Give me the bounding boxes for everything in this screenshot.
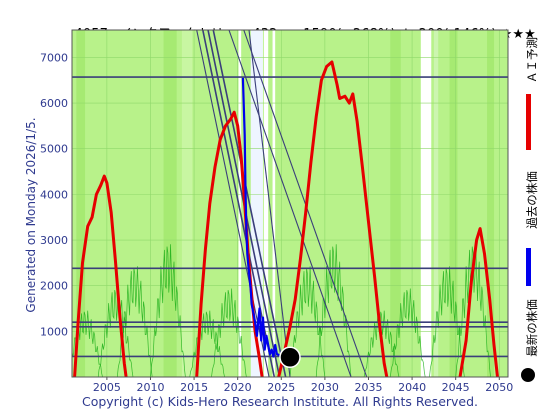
background-wave bbox=[97, 288, 134, 377]
y-tick-label: 4000 bbox=[40, 188, 68, 201]
plot-frame bbox=[71, 29, 509, 378]
legend: ＡＩ予測 過去の株価 最新の株価 bbox=[515, 28, 545, 388]
legend-past-swatch bbox=[526, 248, 531, 286]
background-wave bbox=[211, 288, 247, 377]
y-tick-label: 2000 bbox=[40, 280, 68, 293]
background-stripe bbox=[238, 30, 242, 377]
background-stripe bbox=[433, 30, 439, 377]
latest-price-dot bbox=[279, 346, 301, 369]
background-stripe bbox=[487, 30, 495, 377]
x-tick-label: 2050 bbox=[485, 381, 513, 394]
x-tick-label: 2025 bbox=[267, 381, 295, 394]
y-tick-label: 1000 bbox=[40, 325, 68, 338]
legend-latest-price: 最新の株価 bbox=[515, 288, 545, 388]
ai-forecast-line bbox=[458, 227, 499, 377]
background-wave bbox=[389, 288, 426, 377]
background-wave bbox=[189, 310, 225, 377]
background-stripe bbox=[272, 30, 276, 377]
x-tick-label: 2010 bbox=[136, 381, 164, 394]
background-stripe bbox=[449, 30, 458, 377]
background-stripe bbox=[76, 30, 86, 377]
x-tick-label: 2020 bbox=[224, 381, 252, 394]
x-tick-label: 2015 bbox=[180, 381, 208, 394]
background-stripe bbox=[163, 30, 177, 377]
rating-stars: ★★★ bbox=[500, 27, 536, 42]
legend-past-price: 過去の株価 bbox=[515, 158, 545, 288]
legend-latest-dot bbox=[521, 368, 535, 382]
legend-past-label: 過去の株価 bbox=[525, 171, 539, 229]
copyright-notice: Copyright (c) Kids-Hero Research Institu… bbox=[81, 394, 479, 409]
trend-line bbox=[212, 30, 287, 377]
legend-ai-forecast: ＡＩ予測 bbox=[515, 28, 545, 158]
legend-ai-swatch bbox=[526, 94, 531, 150]
background-stripe bbox=[390, 30, 401, 377]
y-tick-label: 5000 bbox=[40, 143, 68, 156]
y-tick-label: 6000 bbox=[40, 97, 68, 110]
background-wave bbox=[429, 266, 465, 377]
trend-line bbox=[248, 30, 291, 377]
x-tick-label: 2005 bbox=[93, 381, 121, 394]
x-tick-label: 2030 bbox=[311, 381, 339, 394]
background-stripe bbox=[420, 30, 432, 377]
background-wave bbox=[363, 310, 400, 377]
past-price-line bbox=[241, 77, 280, 358]
trend-line bbox=[228, 30, 352, 377]
x-tick-label: 2035 bbox=[354, 381, 382, 394]
legend-latest-label: 最新の株価 bbox=[525, 299, 539, 357]
background-stripe bbox=[263, 30, 269, 377]
trend-line bbox=[196, 30, 270, 377]
x-tick-label: 2040 bbox=[398, 381, 426, 394]
background-stripe bbox=[181, 30, 193, 377]
ai-forecast-line bbox=[73, 174, 128, 377]
background-wave bbox=[72, 310, 103, 377]
y-tick-label: 7000 bbox=[40, 51, 68, 64]
ai-forecast-line bbox=[277, 60, 389, 377]
y-tick-label: 3000 bbox=[40, 234, 68, 247]
x-tick-label: 2045 bbox=[442, 381, 470, 394]
background-wave bbox=[289, 266, 326, 377]
legend-ai-label: ＡＩ予測 bbox=[525, 37, 539, 83]
